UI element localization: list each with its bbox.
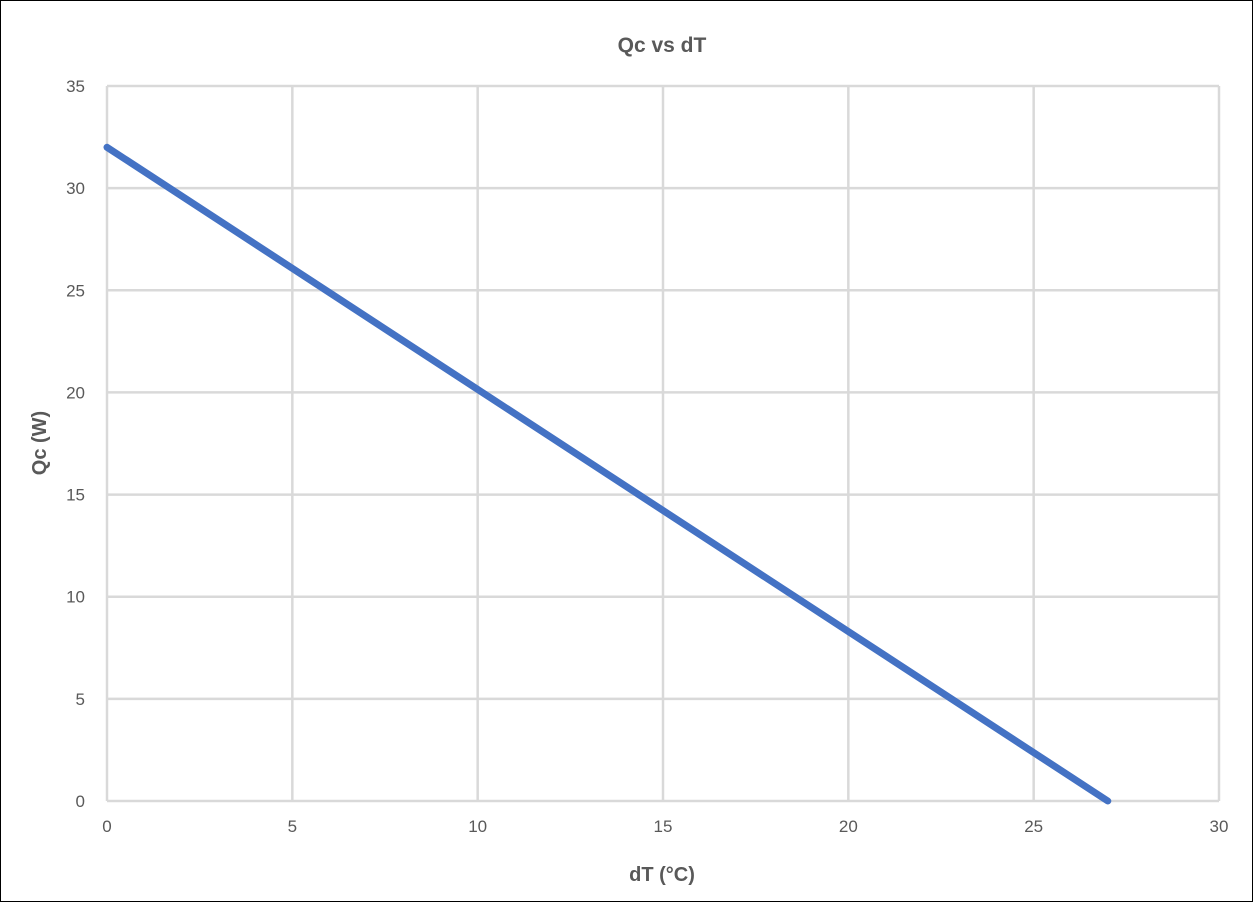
tick-labels: 0 5 10 15 20 25 30 35 0 5 10 15 20 25 30 bbox=[66, 77, 1228, 836]
x-tick-label: 10 bbox=[468, 817, 487, 836]
y-tick-label: 30 bbox=[66, 179, 85, 198]
x-tick-label: 30 bbox=[1210, 817, 1229, 836]
x-tick-label: 0 bbox=[102, 817, 111, 836]
y-tick-label: 5 bbox=[76, 690, 85, 709]
series-layer bbox=[103, 143, 1112, 805]
y-tick-label: 20 bbox=[66, 383, 85, 402]
gridlines bbox=[105, 84, 1221, 803]
y-axis-title: Qc (W) bbox=[29, 411, 51, 475]
x-tick-label: 20 bbox=[839, 817, 858, 836]
x-tick-label: 25 bbox=[1024, 817, 1043, 836]
chart-title: Qc vs dT bbox=[618, 34, 707, 57]
y-tick-label: 10 bbox=[66, 588, 85, 607]
y-tick-label: 25 bbox=[66, 281, 85, 300]
series-line bbox=[103, 143, 1112, 805]
x-tick-label: 5 bbox=[288, 817, 297, 836]
y-tick-label: 0 bbox=[76, 792, 85, 811]
y-tick-label: 35 bbox=[66, 77, 85, 96]
x-tick-label: 15 bbox=[654, 817, 673, 836]
x-axis-title: dT (°C) bbox=[629, 864, 695, 886]
y-tick-label: 15 bbox=[66, 486, 85, 505]
